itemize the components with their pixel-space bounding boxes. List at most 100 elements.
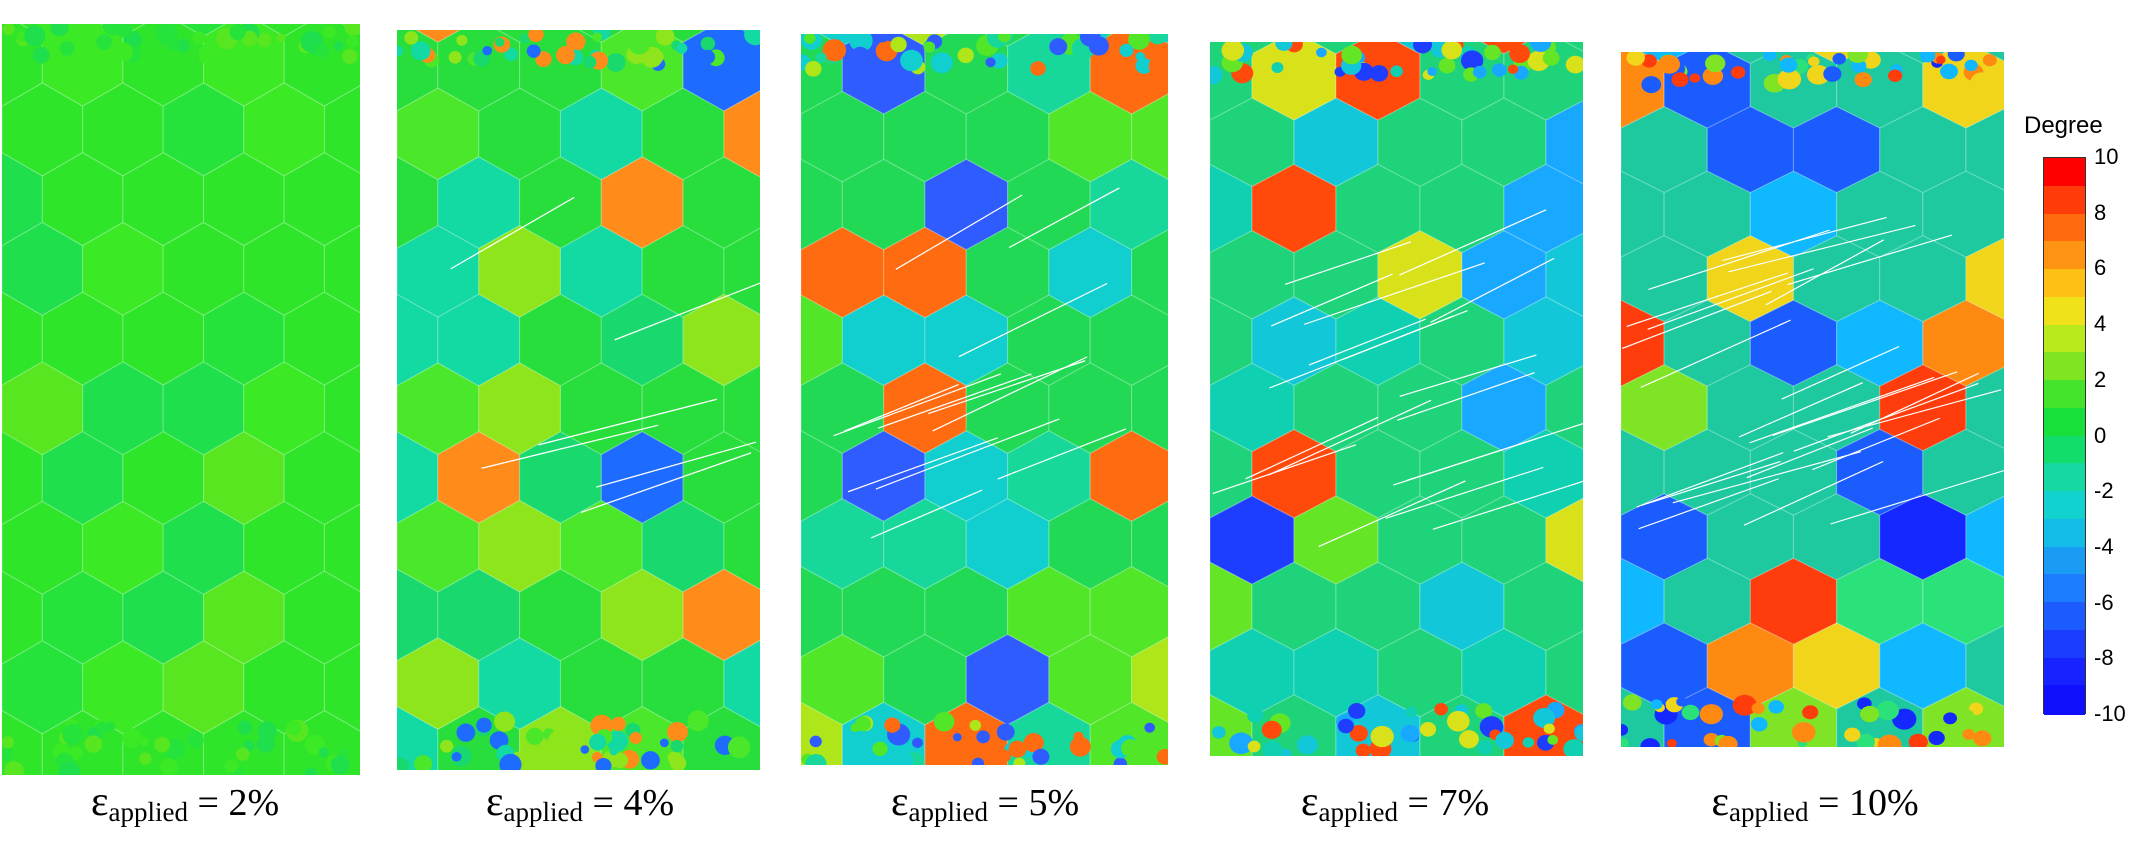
grain [323, 85, 360, 174]
small-grain [612, 752, 629, 769]
small-grain [655, 30, 675, 46]
small-grain [1724, 74, 1747, 94]
grain [1131, 365, 1168, 452]
small-grain [235, 747, 250, 761]
small-grain [1247, 707, 1264, 723]
grain [1564, 42, 1583, 52]
small-grain [397, 45, 404, 57]
small-grain [139, 752, 152, 765]
small-grain [414, 755, 433, 770]
strain-map-5 [1621, 52, 2004, 747]
small-grain [416, 49, 427, 59]
slip-band [1385, 466, 1544, 519]
small-grain [1370, 725, 1394, 748]
small-grain [1413, 42, 1433, 54]
small-grain [1341, 45, 1362, 65]
small-grain [609, 746, 619, 756]
grain [723, 365, 760, 453]
small-grain [1626, 52, 1645, 66]
strain-map-panel-3 [801, 34, 1168, 765]
strain-map-3 [801, 34, 1168, 765]
small-grain [2, 747, 14, 761]
grain [1131, 229, 1168, 316]
caption-panel-1: εapplied = 2% [90, 779, 280, 827]
small-grain [344, 24, 360, 36]
small-grain [24, 25, 46, 47]
small-grain [1844, 727, 1861, 742]
small-grain [606, 53, 626, 72]
small-grain [1689, 73, 1701, 83]
colorbar-segment [2044, 518, 2085, 549]
slip-band [877, 373, 1032, 429]
small-grain [318, 747, 329, 758]
small-grain [241, 30, 258, 47]
small-grain [997, 749, 1011, 763]
small-grain [815, 52, 827, 64]
caption-panel-2: εapplied = 4% [485, 779, 675, 827]
small-grain [1522, 737, 1535, 748]
small-grain [1477, 740, 1493, 755]
colorbar-tick-label: -10 [2094, 701, 2126, 726]
small-grain [305, 767, 318, 775]
small-grain [4, 761, 24, 775]
small-grain [176, 38, 190, 53]
small-grain [1119, 43, 1134, 57]
caption-panel-3: εapplied = 5% [890, 779, 1080, 827]
slip-band [1749, 376, 1935, 444]
small-grain [1876, 700, 1899, 721]
small-grain [404, 31, 419, 45]
small-grain [1475, 703, 1493, 719]
small-grain [154, 736, 170, 753]
slip-band [450, 196, 575, 270]
small-grain [1779, 57, 1798, 73]
small-grain [397, 757, 409, 770]
small-grain [1762, 52, 1777, 62]
strain-map-panel-5 [1621, 52, 2004, 747]
small-grain [96, 34, 113, 51]
small-grain [936, 60, 949, 72]
small-grain [1928, 730, 1945, 746]
slip-band [833, 373, 1002, 437]
small-grain [1972, 730, 1992, 747]
small-grain [952, 732, 962, 742]
small-grain [322, 25, 336, 39]
colorbar-tick-label: 10 [2094, 144, 2119, 169]
small-grain [1947, 52, 1965, 62]
colorbar-tick-label: -6 [2094, 589, 2114, 615]
strain-map-4 [1210, 42, 1583, 756]
small-grain [1718, 735, 1738, 747]
small-grain [2, 24, 15, 35]
small-grain [805, 754, 827, 765]
grain [323, 643, 360, 732]
grain [1545, 497, 1583, 583]
small-grain [700, 36, 716, 51]
small-grain [1148, 55, 1168, 77]
small-grain [1732, 694, 1757, 716]
small-grain [499, 753, 522, 770]
small-grain [1434, 702, 1448, 716]
small-grain [504, 47, 518, 62]
slip-band [1308, 318, 1426, 366]
small-grain [1533, 707, 1556, 728]
slip-band [1672, 451, 1862, 504]
colorbar-segment [2044, 380, 2085, 410]
colorbar-segment [2044, 241, 2085, 271]
small-grain [526, 44, 541, 58]
small-grain [1271, 62, 1284, 73]
slip-band [1285, 241, 1412, 285]
small-grain [1703, 732, 1720, 747]
slip-band [1432, 480, 1583, 530]
small-grain [186, 731, 204, 749]
small-grain [237, 720, 252, 735]
small-grain [276, 33, 286, 43]
small-grain [494, 37, 505, 47]
small-grain [1847, 52, 1869, 63]
small-grain [957, 47, 974, 64]
slip-band [1850, 372, 1980, 434]
small-grain [525, 727, 544, 746]
grain [723, 90, 760, 178]
colorbar-title: Degree [2024, 112, 2103, 139]
small-grain [676, 42, 688, 54]
small-grain [257, 33, 272, 48]
small-grain [1547, 734, 1559, 745]
